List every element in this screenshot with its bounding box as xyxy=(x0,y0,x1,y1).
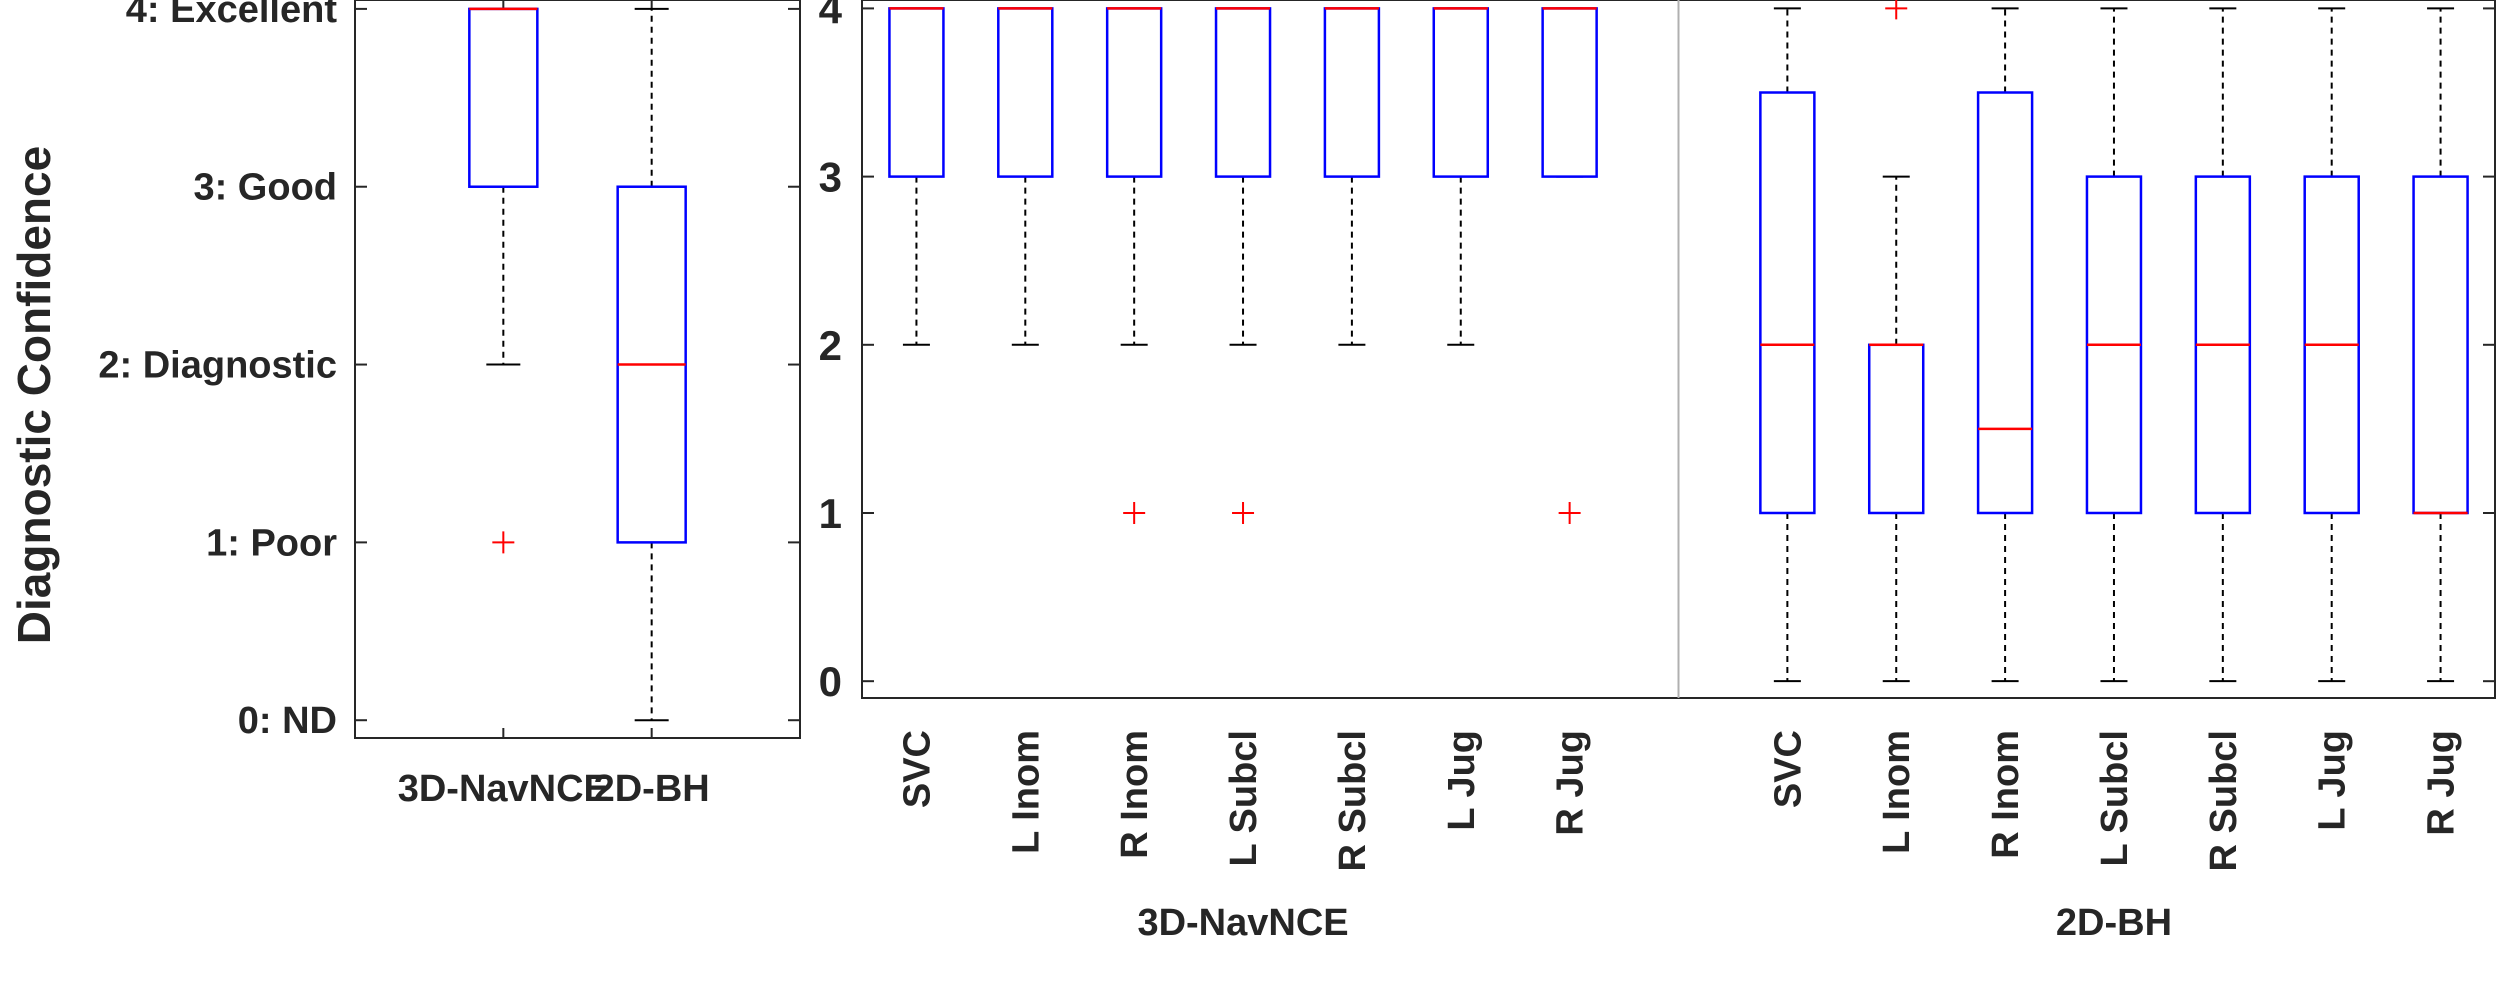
right-xtick-label: L Inom xyxy=(1005,730,1047,854)
group-label-2d-bh: 2D-BH xyxy=(2056,902,2172,944)
left-box-0-outlier-0 xyxy=(492,531,515,554)
right-xtick-label: L Jug xyxy=(2312,730,2354,831)
right-g0-box-5-box xyxy=(1432,7,1490,178)
right-g1-box-0-box xyxy=(1759,91,1816,515)
right-xtick-label: L Jug xyxy=(1441,730,1483,831)
right-xtick-label: R Inom xyxy=(1985,730,2027,859)
right-xtick-label: R Jug xyxy=(1550,730,1592,836)
right-ytick-label: 2 xyxy=(819,322,842,369)
right-ytick-label: 4 xyxy=(819,0,843,32)
right-g0-box-2-outlier-0 xyxy=(1123,501,1146,524)
right-ytick-label: 3 xyxy=(819,154,842,201)
right-g0-box-6-box xyxy=(1541,7,1598,178)
right-xtick-label: R Inom xyxy=(1114,730,1156,859)
right-ytick-label: 0 xyxy=(819,658,842,705)
right-xtick-label: L Subcl xyxy=(1223,730,1265,867)
right-g0-box-1-box xyxy=(997,7,1054,178)
left-ytick-label: 0: ND xyxy=(238,700,337,742)
right-g0-box-3-outlier-0 xyxy=(1232,501,1255,524)
right-g1-box-6-box xyxy=(2412,175,2469,515)
right-g0-box-3-box xyxy=(1214,7,1272,178)
left-axes-frame xyxy=(354,0,801,739)
right-xtick-label: R Subcl xyxy=(1332,730,1374,871)
left-xtick-label: 3D-NavNCE xyxy=(398,768,609,810)
right-g0-box-2-box xyxy=(1105,7,1163,178)
right-xtick-label: L Subcl xyxy=(2094,730,2136,867)
right-xtick-label: SVC xyxy=(1767,730,1809,808)
right-xtick-label: SVC xyxy=(896,730,938,808)
right-xtick-label: R Jug xyxy=(2421,730,2463,836)
left-box-0-box xyxy=(468,7,539,188)
right-g0-box-0-box xyxy=(888,7,945,178)
left-ytick-label: 3: Good xyxy=(193,167,337,209)
right-g0-box-4-box xyxy=(1323,7,1381,178)
right-xtick-label: L Inom xyxy=(1876,730,1918,854)
right-ytick-label: 1 xyxy=(819,490,842,537)
right-g1-box-1-box xyxy=(1867,343,1925,515)
left-ytick-label: 4: Excellent xyxy=(126,0,338,31)
left-ytick-label: 2: Diagnostic xyxy=(98,345,337,387)
right-g0-box-6-outlier-0 xyxy=(1558,501,1581,524)
right-g1-box-1-outlier-0 xyxy=(1885,0,1908,20)
right-xtick-label: R Subcl xyxy=(2203,730,2245,871)
left-y-axis-label: Diagnostic Confidence xyxy=(8,146,60,644)
left-ytick-label: 1: Poor xyxy=(206,522,337,564)
group-label-3d-navnce: 3D-NavNCE xyxy=(1137,902,1348,944)
left-xtick-label: 2D-BH xyxy=(594,768,710,810)
right-g1-box-2-box xyxy=(1976,91,2034,515)
